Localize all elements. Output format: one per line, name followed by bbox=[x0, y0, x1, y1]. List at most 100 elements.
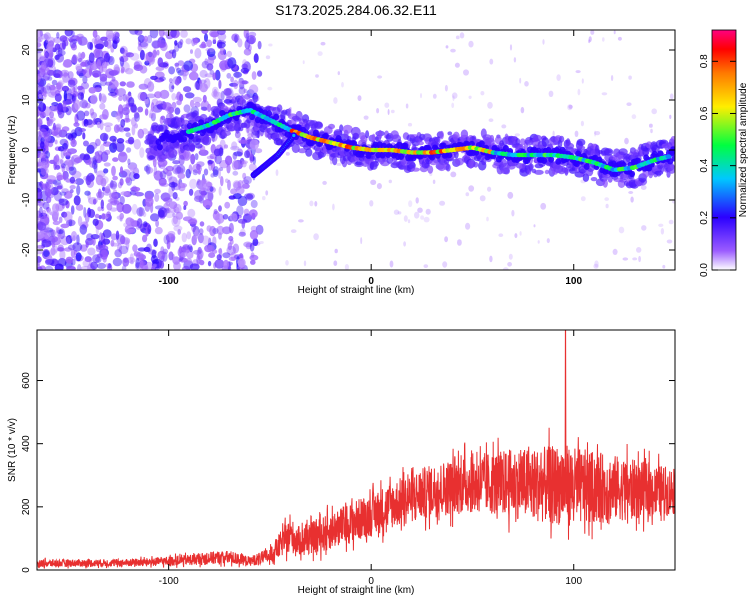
spectrogram-x-tick-label: 0 bbox=[368, 276, 374, 287]
ridge-band bbox=[322, 132, 329, 140]
noise-blob bbox=[56, 174, 64, 181]
noise-blob bbox=[111, 165, 116, 177]
noise-blob bbox=[181, 232, 187, 243]
noise-blob bbox=[520, 106, 525, 114]
noise-blob bbox=[119, 212, 124, 220]
noise-blob bbox=[52, 122, 56, 131]
noise-blob bbox=[641, 225, 647, 231]
noise-blob bbox=[212, 166, 219, 176]
noise-blob bbox=[212, 91, 223, 100]
noise-blob bbox=[214, 259, 225, 269]
noise-blob bbox=[59, 159, 64, 165]
noise-blob bbox=[233, 71, 243, 78]
noise-blob bbox=[231, 160, 239, 171]
ridge-halo bbox=[439, 130, 444, 140]
noise-blob bbox=[207, 159, 214, 165]
noise-blob bbox=[213, 209, 218, 215]
noise-blob bbox=[415, 197, 419, 204]
noise-blob bbox=[102, 229, 112, 239]
noise-blob bbox=[90, 94, 98, 105]
noise-blob bbox=[145, 167, 154, 174]
noise-blob bbox=[126, 147, 132, 153]
noise-blob bbox=[188, 71, 199, 81]
noise-blob bbox=[99, 132, 109, 142]
noise-blob bbox=[519, 231, 522, 236]
noise-blob bbox=[127, 91, 132, 97]
noise-blob bbox=[650, 128, 653, 134]
noise-blob bbox=[232, 243, 240, 254]
noise-blob bbox=[43, 32, 51, 40]
noise-blob bbox=[95, 151, 99, 160]
noise-blob bbox=[147, 224, 152, 235]
noise-blob bbox=[188, 188, 194, 196]
noise-blob bbox=[182, 72, 187, 81]
noise-blob bbox=[102, 238, 111, 245]
ridge-band bbox=[379, 152, 386, 159]
ridge-band bbox=[188, 133, 195, 140]
noise-blob bbox=[70, 231, 78, 241]
noise-blob bbox=[184, 92, 195, 99]
noise-blob bbox=[222, 252, 231, 259]
ridge-band bbox=[266, 110, 273, 117]
noise-blob bbox=[125, 132, 131, 138]
noise-blob bbox=[156, 49, 160, 56]
noise-blob bbox=[118, 126, 125, 133]
noise-blob bbox=[37, 162, 44, 167]
noise-blob bbox=[130, 186, 141, 192]
noise-blob bbox=[622, 257, 629, 261]
ridge-halo bbox=[360, 135, 368, 144]
noise-blob bbox=[120, 47, 125, 54]
noise-blob bbox=[65, 132, 73, 139]
noise-blob bbox=[46, 207, 51, 213]
noise-blob bbox=[59, 249, 66, 261]
noise-blob bbox=[439, 200, 446, 206]
noise-blob bbox=[37, 51, 42, 61]
noise-blob bbox=[230, 251, 237, 261]
noise-blob bbox=[71, 30, 75, 37]
noise-blob bbox=[486, 216, 489, 222]
ridge-halo bbox=[355, 161, 363, 166]
noise-blob bbox=[157, 57, 164, 67]
ridge-halo bbox=[519, 138, 526, 146]
noise-blob bbox=[249, 242, 255, 252]
noise-blob bbox=[218, 186, 222, 196]
noise-blob bbox=[52, 220, 61, 226]
noise-blob bbox=[468, 95, 472, 100]
noise-blob bbox=[41, 110, 45, 118]
noise-blob bbox=[502, 267, 509, 270]
noise-blob bbox=[157, 250, 166, 260]
noise-blob bbox=[468, 185, 475, 192]
noise-blob bbox=[214, 154, 222, 165]
noise-blob bbox=[120, 191, 129, 196]
noise-blob bbox=[170, 30, 177, 38]
noise-blob bbox=[322, 180, 327, 185]
noise-blob bbox=[73, 90, 79, 97]
noise-blob bbox=[244, 150, 251, 159]
noise-blob bbox=[49, 159, 56, 164]
ridge-halo bbox=[590, 177, 598, 182]
noise-blob bbox=[73, 195, 81, 206]
noise-blob bbox=[47, 135, 55, 144]
ridge-halo bbox=[455, 157, 464, 166]
noise-blob bbox=[556, 74, 561, 81]
noise-blob bbox=[519, 77, 522, 84]
noise-blob bbox=[136, 207, 145, 217]
noise-blob bbox=[605, 203, 609, 209]
noise-blob bbox=[50, 229, 56, 238]
noise-blob bbox=[237, 38, 243, 48]
noise-blob bbox=[99, 73, 108, 82]
noise-blob bbox=[216, 254, 222, 261]
noise-blob bbox=[248, 163, 257, 171]
noise-blob bbox=[136, 190, 140, 197]
noise-blob bbox=[55, 164, 61, 170]
noise-blob bbox=[111, 76, 116, 82]
noise-blob bbox=[61, 126, 70, 132]
noise-blob bbox=[107, 263, 112, 269]
noise-blob bbox=[602, 37, 605, 42]
ridge-halo bbox=[576, 138, 586, 147]
noise-blob bbox=[132, 244, 138, 253]
noise-blob bbox=[112, 157, 119, 162]
noise-blob bbox=[215, 213, 225, 224]
noise-blob bbox=[37, 117, 43, 127]
colorbar-gradient bbox=[711, 29, 737, 271]
